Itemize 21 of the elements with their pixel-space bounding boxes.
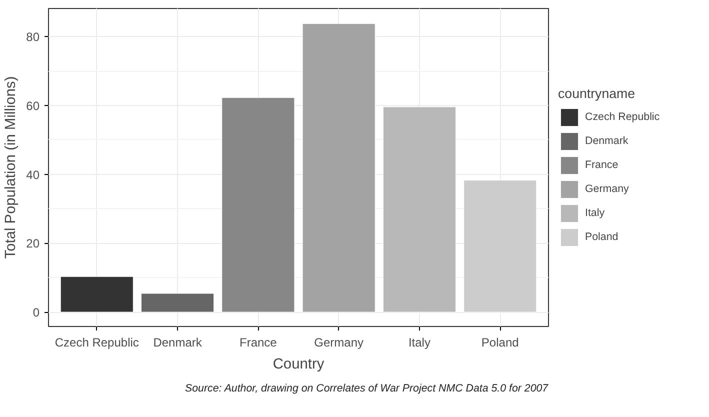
x-tick-label: Denmark: [153, 336, 203, 350]
legend-label: Germany: [585, 182, 629, 197]
y-tick-label: 40: [26, 168, 40, 182]
y-tick-label: 20: [26, 236, 40, 251]
legend-label: Denmark: [585, 134, 628, 149]
legend-label: France: [585, 158, 618, 173]
x-tick-label: Germany: [314, 336, 364, 350]
x-tick-label: Czech Republic: [54, 336, 139, 350]
y-tick-label: 60: [26, 99, 40, 114]
x-tick-label: Italy: [408, 336, 430, 350]
legend-label: Czech Republic: [585, 110, 660, 125]
x-tick-label: France: [240, 336, 278, 350]
y-tick-label: 80: [26, 30, 40, 44]
y-axis-title: Total Population (in Millions): [3, 76, 20, 259]
x-axis-title: Country: [272, 356, 325, 372]
source-note: Source: Author, drawing on Correlates of War Project NMC Data 5.0 for 2007: [185, 382, 550, 394]
x-tick-label: Poland: [481, 336, 519, 350]
legend-label: Poland: [585, 230, 618, 245]
legend-title: countryname: [558, 86, 636, 101]
y-tick-label: 0: [32, 306, 40, 320]
legend-label: Italy: [585, 206, 605, 221]
